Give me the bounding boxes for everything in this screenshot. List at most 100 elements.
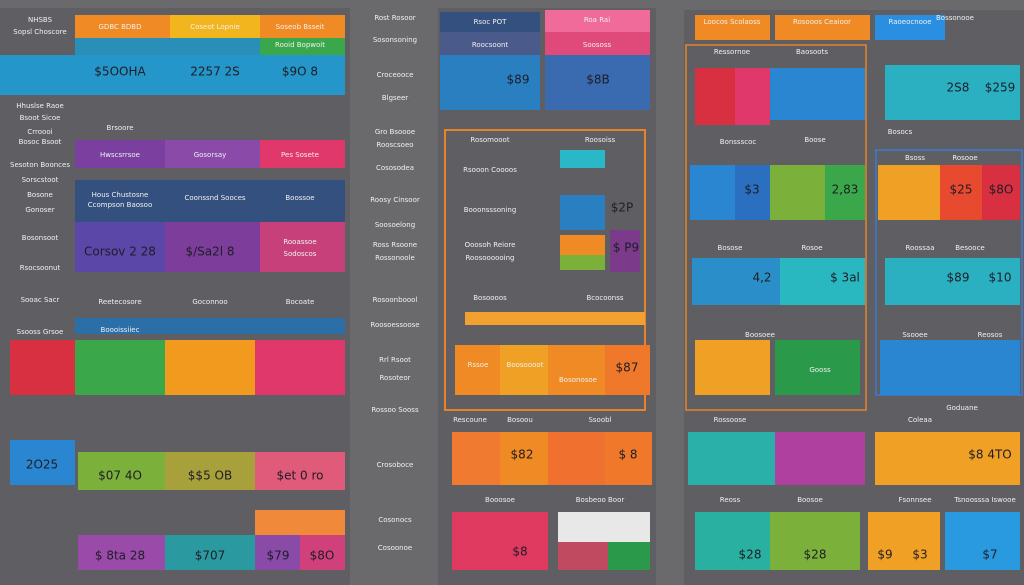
panel-block xyxy=(548,432,605,485)
panel-block xyxy=(255,340,345,395)
panel-block xyxy=(885,258,1020,305)
panel-block xyxy=(695,68,735,125)
panel-block xyxy=(770,512,860,570)
figure: $et 0 ro xyxy=(277,469,324,483)
figure: $8 xyxy=(512,545,527,559)
label: Coleaa xyxy=(908,416,932,424)
panel-block xyxy=(608,542,650,570)
panel-block xyxy=(165,222,260,272)
panel-block xyxy=(260,222,345,272)
label: Gonoser xyxy=(25,206,54,214)
label: Rosomooot xyxy=(470,136,509,144)
label: Bonssscoc xyxy=(720,138,757,146)
panel-block xyxy=(500,432,548,485)
label: Besooce xyxy=(955,244,984,252)
label: Rsocsoonut xyxy=(20,264,61,272)
label: Bosocs xyxy=(888,128,913,136)
label: Hwscsrrsoe xyxy=(100,151,140,159)
label: Booonsssoning xyxy=(464,206,517,214)
panel-block xyxy=(260,15,345,38)
figure: 4,2 xyxy=(752,271,771,285)
figure: $89 xyxy=(507,73,530,87)
label: Rooscsoeo xyxy=(376,141,413,149)
label: Bcocoonss xyxy=(586,294,623,302)
panel-block xyxy=(260,38,345,55)
figure: $8O xyxy=(310,549,335,563)
label: Reetecosore xyxy=(98,298,141,306)
figure: $/Sa2l 8 xyxy=(185,245,234,259)
label: Ssooee xyxy=(902,331,927,339)
label: Rosoonboool xyxy=(373,296,418,304)
label: Ccompson Baosoo xyxy=(88,201,152,209)
panel-block xyxy=(610,230,640,272)
panel-block xyxy=(875,432,1020,485)
panel-block xyxy=(75,180,345,222)
label: Boooissiiec xyxy=(101,326,140,334)
frame xyxy=(685,44,867,411)
label: Crroooi xyxy=(27,128,52,136)
label: Rooid Bopwoit xyxy=(275,41,325,49)
panel-block xyxy=(775,15,870,40)
label: Sopsl Choscore xyxy=(13,28,66,36)
panel-block xyxy=(825,165,865,220)
label: Bosone xyxy=(27,191,53,199)
label: Soseob Bsseit xyxy=(276,23,325,31)
label: Sorscstoot xyxy=(22,176,59,184)
panel-block xyxy=(775,340,860,395)
panel-block xyxy=(880,340,1020,395)
label: Tsnoosssa Iswooe xyxy=(953,496,1016,504)
panel-block xyxy=(78,535,165,570)
panel-block xyxy=(255,535,300,570)
label: Rost Rosoor xyxy=(374,14,415,22)
label: Ssooss Grsoe xyxy=(17,328,64,336)
label: Roosoessoose xyxy=(370,321,419,329)
label: Reoss xyxy=(720,496,741,504)
label: Roa Rai xyxy=(584,16,610,24)
panel-block xyxy=(688,432,775,485)
figure: $9O 8 xyxy=(282,65,318,79)
label: Hhuslse Raoe xyxy=(16,102,64,110)
label: GDBC BDBD xyxy=(99,23,142,31)
label: Loocos Scolaoss xyxy=(704,18,761,26)
panel-block xyxy=(560,150,605,168)
panel-block xyxy=(560,235,605,255)
panel-block xyxy=(0,55,345,95)
label: Hous Chustosne xyxy=(92,191,149,199)
figure: $3 xyxy=(912,548,927,562)
figure: $7 xyxy=(982,548,997,562)
figure: $ P9 xyxy=(613,241,639,255)
panel-block xyxy=(75,15,170,38)
figure: $9 xyxy=(877,548,892,562)
label: Roossaa xyxy=(906,244,935,252)
panel-block xyxy=(735,165,770,220)
figure: $82 xyxy=(511,448,534,462)
label: Bosoooos xyxy=(473,294,507,302)
label: Roosoooooing xyxy=(466,254,515,262)
label: Rooassoe xyxy=(283,238,316,246)
panel-block xyxy=(605,345,650,395)
label: Boosoee xyxy=(745,331,775,339)
label: Rrl Rsoot xyxy=(379,356,411,364)
label: Rossoose xyxy=(714,416,747,424)
panel-block xyxy=(695,340,770,395)
figure: $8B xyxy=(586,73,610,87)
label: Ross Rsoone xyxy=(373,241,417,249)
label: Bosonosoe xyxy=(559,376,597,384)
label: Raoeocnooe xyxy=(888,18,931,26)
panel-block xyxy=(558,542,608,570)
figure: $5OOHA xyxy=(94,65,146,79)
panel-block xyxy=(75,140,165,168)
label: Cosonocs xyxy=(378,516,412,524)
label: Bosbeoo Boor xyxy=(576,496,625,504)
panel-block xyxy=(452,432,500,485)
label: Ssoobl xyxy=(588,416,611,424)
panel-block xyxy=(255,510,345,535)
label: Roocsoont xyxy=(472,41,509,49)
panel-block xyxy=(165,452,255,490)
panel-block xyxy=(560,255,605,270)
label: Bossonooe xyxy=(936,14,974,22)
panel-block xyxy=(780,258,865,305)
panel-block xyxy=(770,165,825,220)
figure: 2S8 xyxy=(947,81,970,95)
